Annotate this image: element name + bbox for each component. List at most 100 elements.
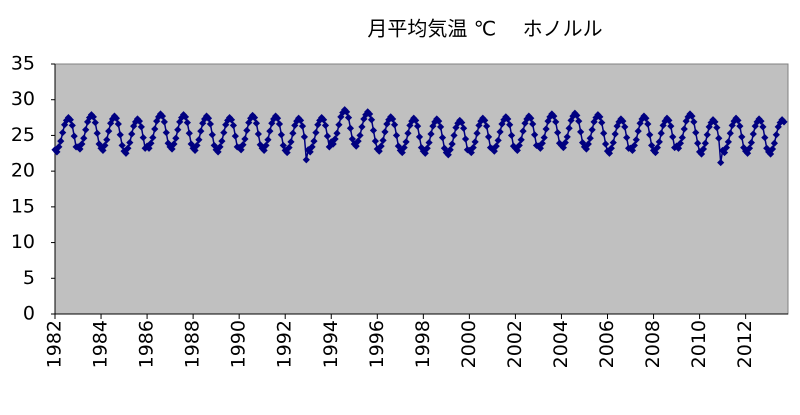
data-marker <box>296 116 305 125</box>
data-marker <box>379 136 387 145</box>
x-tick-label: 2004 <box>550 320 572 368</box>
data-marker <box>103 136 111 144</box>
data-marker <box>642 114 650 122</box>
data-marker <box>613 122 621 130</box>
data-marker <box>57 137 65 145</box>
data-marker <box>699 145 708 153</box>
data-marker <box>567 116 575 125</box>
data-marker <box>118 141 126 150</box>
data-marker <box>623 133 631 142</box>
data-marker <box>55 143 63 151</box>
data-marker <box>302 156 310 164</box>
data-marker <box>540 133 548 142</box>
data-marker <box>91 118 99 127</box>
data-marker <box>542 125 550 133</box>
data-marker <box>381 128 389 136</box>
data-marker <box>571 109 579 117</box>
data-marker <box>275 120 284 128</box>
data-marker <box>93 129 101 137</box>
chart-title: 月平均気温 ℃ ホノルル <box>367 17 602 41</box>
y-tick-label: 10 <box>11 231 35 253</box>
data-marker <box>730 117 738 125</box>
data-marker <box>82 126 90 134</box>
data-marker <box>272 112 280 120</box>
data-marker <box>316 116 324 125</box>
data-marker <box>254 130 262 138</box>
data-marker <box>619 117 627 125</box>
x-tick-label: 1990 <box>228 320 250 368</box>
data-marker <box>707 118 715 127</box>
data-marker <box>116 131 124 139</box>
data-marker <box>554 128 562 137</box>
data-marker <box>225 113 234 122</box>
data-marker <box>400 143 408 152</box>
data-marker <box>659 121 667 130</box>
data-marker <box>736 122 744 130</box>
x-tick-label: 1982 <box>44 320 66 368</box>
data-marker <box>461 135 470 143</box>
data-marker <box>394 142 402 150</box>
data-marker <box>557 141 566 150</box>
data-marker <box>745 144 754 152</box>
data-marker <box>492 142 500 150</box>
x-tick-label: 1984 <box>90 320 112 368</box>
data-marker <box>160 118 168 126</box>
data-marker <box>170 140 178 148</box>
y-tick-label: 5 <box>23 267 35 289</box>
data-marker <box>588 126 596 134</box>
data-marker <box>763 144 771 152</box>
data-marker <box>665 116 673 125</box>
data-marker <box>755 115 763 123</box>
data-marker <box>686 110 694 118</box>
data-marker <box>178 113 186 122</box>
data-marker <box>270 115 278 123</box>
data-marker <box>734 116 742 125</box>
data-marker <box>651 148 660 157</box>
data-marker <box>250 113 259 122</box>
data-marker <box>304 146 312 154</box>
data-marker <box>174 126 182 134</box>
data-marker <box>268 119 276 127</box>
data-marker <box>531 131 539 139</box>
data-marker <box>481 116 489 125</box>
data-marker <box>151 125 159 133</box>
data-marker <box>423 144 431 152</box>
data-marker <box>277 131 285 139</box>
x-tick-label: 1998 <box>412 320 434 368</box>
data-marker <box>674 144 683 152</box>
data-marker <box>603 147 612 155</box>
y-tick-label: 35 <box>11 53 35 75</box>
data-marker <box>743 149 752 157</box>
data-marker <box>458 118 466 127</box>
data-marker <box>565 124 573 132</box>
data-marker <box>594 111 602 119</box>
data-marker <box>776 118 784 127</box>
data-marker <box>617 115 625 123</box>
data-marker <box>438 133 447 142</box>
data-marker <box>496 128 504 136</box>
data-marker <box>201 115 209 123</box>
data-marker <box>172 134 180 142</box>
data-marker <box>293 117 301 125</box>
y-tick-label: 25 <box>11 124 35 146</box>
data-marker <box>206 120 214 128</box>
x-tick-label: 1994 <box>320 320 342 368</box>
data-marker <box>761 133 769 142</box>
data-marker <box>352 142 360 150</box>
data-marker <box>367 116 376 124</box>
data-marker <box>753 118 761 126</box>
data-marker <box>308 143 316 151</box>
data-marker <box>632 136 640 144</box>
data-marker <box>515 141 523 150</box>
data-marker <box>208 131 216 139</box>
x-tick-label: 1996 <box>366 320 388 368</box>
data-marker <box>586 134 594 142</box>
data-marker <box>185 129 193 137</box>
data-marker <box>385 116 393 124</box>
data-marker <box>446 146 454 154</box>
data-marker <box>346 124 355 132</box>
data-marker <box>601 140 610 148</box>
data-marker <box>609 138 617 147</box>
data-marker <box>465 146 473 155</box>
data-marker <box>366 110 374 118</box>
